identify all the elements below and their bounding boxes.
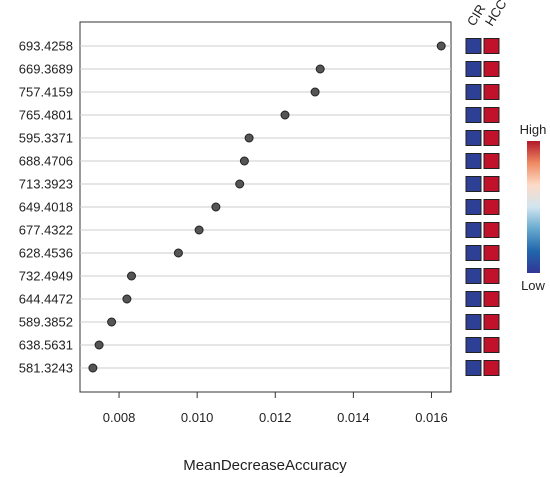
heatmap-cell-hcc	[483, 107, 500, 123]
y-tick-label: 589.3852	[19, 315, 73, 330]
y-tick-label: 628.4536	[19, 246, 73, 261]
heatmap-cell-cir	[465, 84, 482, 100]
y-tick-label: 581.3243	[19, 361, 73, 376]
heatmap-cell-cir	[465, 268, 482, 284]
y-tick-label: 649.4018	[19, 200, 73, 215]
data-point	[88, 363, 98, 373]
heatmap-cell-hcc	[483, 84, 500, 100]
data-point	[310, 87, 320, 97]
y-tick-label: 638.5631	[19, 338, 73, 353]
heatmap-cell-hcc	[483, 61, 500, 77]
y-tick-label: 644.4472	[19, 292, 73, 307]
heatmap-cell-cir	[465, 130, 482, 146]
heatmap-cell-cir	[465, 245, 482, 261]
y-tick-label: 713.3923	[19, 177, 73, 192]
heatmap-cell-cir	[465, 360, 482, 376]
x-tick-label: 0.008	[103, 410, 136, 425]
heatmap-cell-cir	[465, 291, 482, 307]
y-tick-label: 688.4706	[19, 154, 73, 169]
heatmap-cell-hcc	[483, 153, 500, 169]
data-point	[211, 202, 221, 212]
color-legend: High Low	[520, 122, 547, 293]
x-tick-label: 0.012	[259, 410, 292, 425]
heatmap-cell-cir	[465, 337, 482, 353]
y-tick-label: 595.3371	[19, 131, 73, 146]
data-point	[107, 317, 117, 327]
heatmap-cell-hcc	[483, 199, 500, 215]
heatmap-cell-hcc	[483, 222, 500, 238]
y-tick-label: 669.3689	[19, 62, 73, 77]
heatmap-cell-hcc	[483, 176, 500, 192]
heatmap-cell-cir	[465, 199, 482, 215]
data-point	[94, 340, 104, 350]
heatmap-cell-hcc	[483, 291, 500, 307]
data-point	[315, 64, 325, 74]
data-point	[122, 294, 132, 304]
heatmap-cell-hcc	[483, 130, 500, 146]
heatmap	[465, 38, 500, 376]
data-point	[173, 248, 183, 258]
y-tick-label: 757.4159	[19, 85, 73, 100]
heatmap-cell-cir	[465, 107, 482, 123]
heatmap-cell-hcc	[483, 268, 500, 284]
grid-lines	[80, 45, 451, 369]
heatmap-cell-hcc	[483, 245, 500, 261]
data-point	[235, 179, 245, 189]
data-point	[239, 156, 249, 166]
y-tick-label: 732.4949	[19, 269, 73, 284]
heatmap-cell-hcc	[483, 314, 500, 330]
y-tick-label: 693.4258	[19, 39, 73, 54]
heatmap-cell-cir	[465, 38, 482, 54]
heatmap-cell-cir	[465, 222, 482, 238]
data-point	[280, 110, 290, 120]
legend-high-label: High	[520, 122, 547, 137]
x-tick-label: 0.010	[181, 410, 214, 425]
x-axis: 0.008 0.010 0.012 0.014 0.016	[103, 391, 448, 425]
heatmap-cell-cir	[465, 314, 482, 330]
legend-gradient-bar	[527, 141, 540, 273]
data-point	[436, 41, 446, 51]
data-points	[88, 41, 446, 373]
heatmap-cell-hcc	[483, 38, 500, 54]
column-label-hcc: HCC	[482, 0, 510, 29]
heatmap-cell-cir	[465, 153, 482, 169]
data-point	[194, 225, 204, 235]
legend-low-label: Low	[521, 278, 545, 293]
data-point	[244, 133, 254, 143]
y-tick-label: 765.4801	[19, 108, 73, 123]
heatmap-cell-hcc	[483, 360, 500, 376]
heatmap-cell-hcc	[483, 337, 500, 353]
heatmap-cell-cir	[465, 61, 482, 77]
y-tick-label: 677.4322	[19, 223, 73, 238]
x-axis-label: MeanDecreaseAccuracy	[183, 457, 347, 474]
y-tick-labels: 693.4258 669.3689 757.4159 765.4801 595.3371…	[19, 39, 73, 376]
x-tick-label: 0.014	[337, 410, 370, 425]
x-tick-label: 0.016	[415, 410, 448, 425]
data-point	[127, 271, 136, 281]
heatmap-cell-cir	[465, 176, 482, 192]
